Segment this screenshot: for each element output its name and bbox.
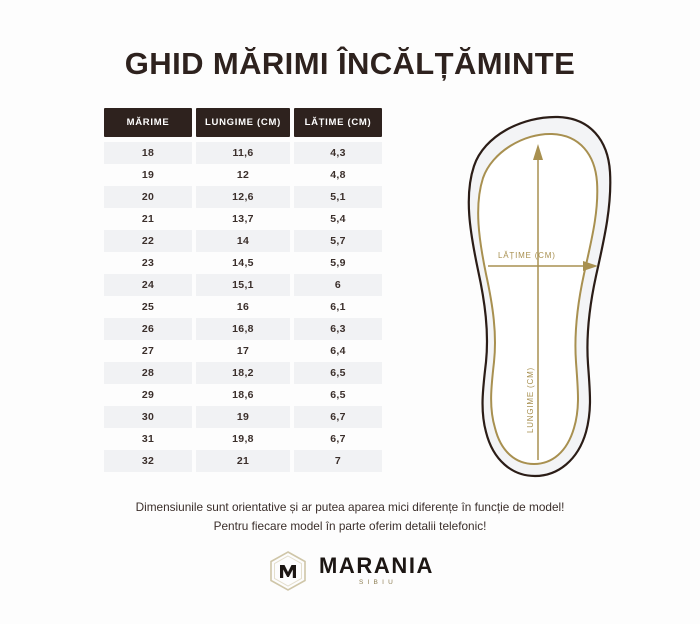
length-label: LUNGIME (CM) bbox=[526, 367, 535, 433]
table-cell: 14 bbox=[196, 230, 290, 252]
table-cell: 21 bbox=[196, 450, 290, 472]
table-cell: 24 bbox=[104, 274, 192, 296]
table-row: 30 19 6,7 bbox=[104, 406, 382, 428]
table-cell: 6,5 bbox=[330, 389, 346, 401]
table-cell: 20 bbox=[104, 186, 192, 208]
table-cell: 5,4 bbox=[330, 213, 346, 225]
table-cell: 28 bbox=[104, 362, 192, 384]
size-table: MĂRIME LUNGIME (CM) LĂȚIME (CM) 18 11,6 4,… bbox=[104, 108, 382, 472]
table-row: 21 13,7 5,4 bbox=[104, 208, 382, 230]
table-cell: 6,7 bbox=[330, 433, 346, 445]
table-row: 31 19,8 6,7 bbox=[104, 428, 382, 450]
table-header-lungime: LUNGIME (CM) bbox=[196, 108, 290, 137]
width-label: LĂȚIME (CM) bbox=[498, 251, 556, 260]
table-cell: 16,8 bbox=[196, 318, 290, 340]
table-cell: 6,3 bbox=[294, 318, 382, 340]
table-cell: 21 bbox=[141, 213, 155, 225]
table-cell: 11,6 bbox=[196, 142, 290, 164]
note-line-1: Dimensiunile sunt orientative și ar pute… bbox=[135, 500, 565, 514]
table-cell: 6 bbox=[294, 274, 382, 296]
table-row: 26 16,8 6,3 bbox=[104, 318, 382, 340]
table-cell: 30 bbox=[104, 406, 192, 428]
table-cell: 5,9 bbox=[330, 257, 346, 269]
table-cell: 25 bbox=[141, 301, 155, 313]
table-row: 27 17 6,4 bbox=[104, 340, 382, 362]
brand-logo: MARANIA SIBIU bbox=[0, 550, 700, 592]
table-cell: 29 bbox=[141, 389, 155, 401]
table-cell: 6,7 bbox=[294, 406, 382, 428]
table-cell: 14,5 bbox=[232, 257, 254, 269]
table-cell: 6,1 bbox=[330, 301, 346, 313]
table-cell: 7 bbox=[294, 450, 382, 472]
table-cell: 18,6 bbox=[232, 389, 254, 401]
table-cell: 4,8 bbox=[330, 169, 346, 181]
table-header-marime: MĂRIME bbox=[104, 108, 192, 137]
table-row: 25 16 6,1 bbox=[104, 296, 382, 318]
table-row: 32 21 7 bbox=[104, 450, 382, 472]
table-cell: 13,7 bbox=[232, 213, 254, 225]
table-row: 18 11,6 4,3 bbox=[104, 142, 382, 164]
table-cell: 32 bbox=[104, 450, 192, 472]
page-title: GHID MĂRIMI ÎNCĂLȚĂMINTE bbox=[124, 46, 576, 81]
length-arrow-head bbox=[533, 144, 543, 160]
shoe-outline-svg: LĂȚIME (CM) LUNGIME (CM) bbox=[467, 115, 612, 478]
disclaimer-notes: Dimensiunile sunt orientative și ar pute… bbox=[0, 498, 700, 536]
table-cell: 19 bbox=[141, 169, 155, 181]
table-cell: 5,7 bbox=[294, 230, 382, 252]
table-row: 28 18,2 6,5 bbox=[104, 362, 382, 384]
table-cell: 26 bbox=[104, 318, 192, 340]
note-line-2: Pentru fiecare model în parte oferim det… bbox=[213, 519, 487, 533]
table-cell: 5,1 bbox=[294, 186, 382, 208]
table-row: 24 15,1 6 bbox=[104, 274, 382, 296]
table-row: 23 14,5 5,9 bbox=[104, 252, 382, 274]
table-row: 29 18,6 6,5 bbox=[104, 384, 382, 406]
table-cell: 22 bbox=[104, 230, 192, 252]
table-cell: 12,6 bbox=[196, 186, 290, 208]
table-cell: 17 bbox=[236, 345, 250, 357]
table-cell: 19 bbox=[196, 406, 290, 428]
table-cell: 15,1 bbox=[196, 274, 290, 296]
logo-wordmark: MARANIA SIBIU bbox=[319, 555, 434, 587]
table-cell: 18 bbox=[104, 142, 192, 164]
table-cell: 18,2 bbox=[196, 362, 290, 384]
table-cell: 6,5 bbox=[294, 362, 382, 384]
table-cell: 31 bbox=[141, 433, 155, 445]
table-cell: 23 bbox=[141, 257, 155, 269]
table-cell: 27 bbox=[141, 345, 155, 357]
hexagon-monogram-icon bbox=[270, 551, 306, 591]
table-cell: 4,3 bbox=[294, 142, 382, 164]
table-header-latime: LĂȚIME (CM) bbox=[294, 108, 382, 137]
table-row: 22 14 5,7 bbox=[104, 230, 382, 252]
table-cell: 16 bbox=[236, 301, 250, 313]
table-cell: 6,4 bbox=[330, 345, 346, 357]
table-row: 20 12,6 5,1 bbox=[104, 186, 382, 208]
table-header-row: MĂRIME LUNGIME (CM) LĂȚIME (CM) bbox=[104, 108, 382, 137]
table-body: 18 11,6 4,3 19 12 4,8 20 12,6 5,1 21 13,7 5,4 22 14 5,… bbox=[104, 142, 382, 472]
table-cell: 12 bbox=[236, 169, 250, 181]
logo-subtitle: SIBIU bbox=[359, 579, 397, 587]
logo-name: MARANIA bbox=[318, 553, 435, 579]
width-arrow-head bbox=[583, 261, 598, 271]
table-row: 19 12 4,8 bbox=[104, 164, 382, 186]
table-cell: 19,8 bbox=[232, 433, 254, 445]
shoe-sole-diagram: LĂȚIME (CM) LUNGIME (CM) bbox=[440, 110, 670, 490]
